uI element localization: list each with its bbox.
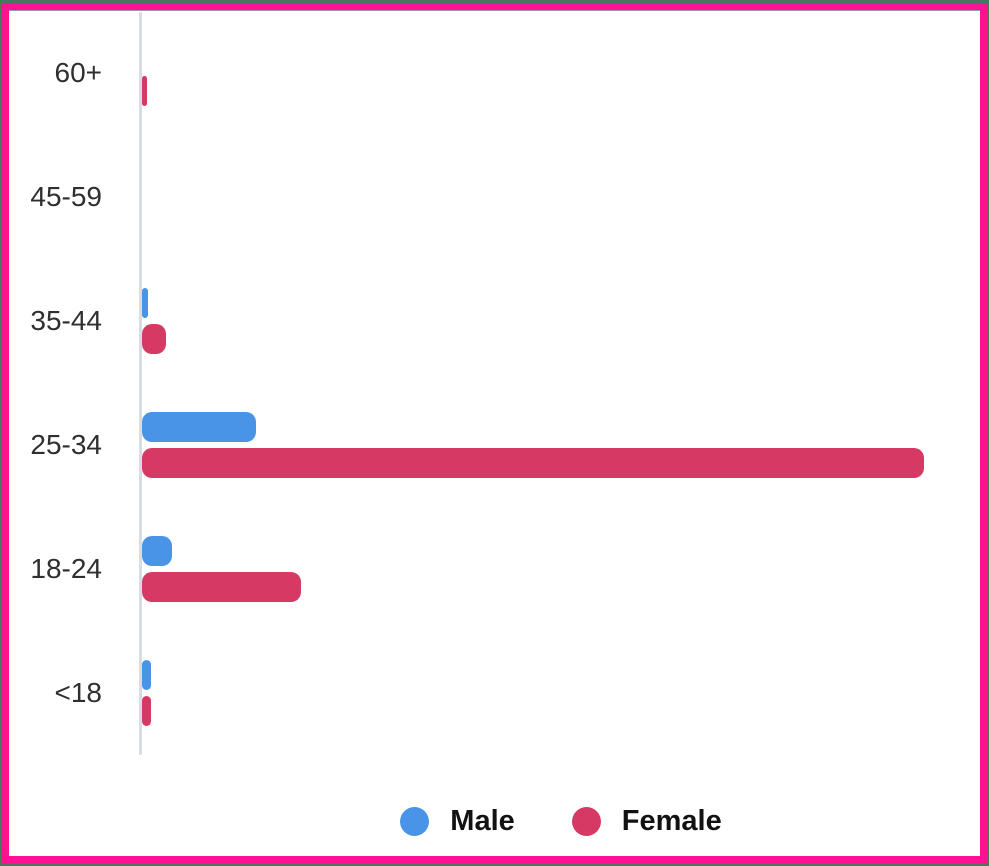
category-label-under-18: <18 [54,677,103,708]
bar-female-60plus[interactable] [142,76,147,106]
category-label-60plus: 60+ [54,57,103,88]
bar-female-35-44[interactable] [142,324,167,354]
bar-male-18-24[interactable] [142,536,172,566]
category-label-25-34: 25-34 [30,429,102,460]
bar-female-18-24[interactable] [142,572,301,602]
bar-male-under-18[interactable] [142,660,152,690]
bar-male-35-44[interactable] [142,288,149,318]
legend-label-male: Male [450,805,515,837]
y-axis-line [139,12,142,755]
bar-chart: 60+ 45-59 35-44 25-34 18-24 <18 [9,10,980,856]
legend-item-male[interactable]: Male [400,803,515,839]
bar-male-25-34[interactable] [142,412,257,442]
bar-female-25-34[interactable] [142,448,924,478]
female-swatch-icon [571,806,601,836]
male-swatch-icon [400,806,430,836]
chart-canvas: 60+ 45-59 35-44 25-34 18-24 <18 Male Female [2,3,987,863]
legend-label-female: Female [621,805,722,837]
category-label-18-24: 18-24 [30,553,102,584]
legend-item-female[interactable]: Female [571,803,722,839]
category-label-45-59: 45-59 [30,181,102,212]
category-label-35-44: 35-44 [30,305,102,336]
bar-female-under-18[interactable] [142,696,152,726]
chart-legend: Male Female [142,803,980,839]
